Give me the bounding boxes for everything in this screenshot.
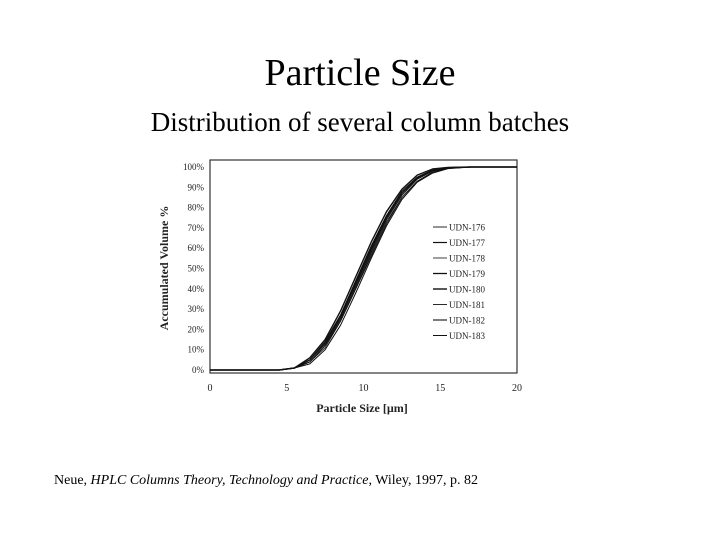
legend-label: UDN-181 — [449, 300, 485, 310]
legend-label: UDN-182 — [449, 316, 485, 326]
legend: UDN-176 UDN-177 UDN-178 UDN-179 UDN-180 UDN-1… — [433, 223, 485, 341]
legend-label: UDN-179 — [449, 269, 485, 279]
citation-author: Neue, — [54, 473, 91, 488]
x-tick-label: 5 — [284, 383, 289, 394]
x-tick-label: 0 — [208, 383, 213, 394]
legend-label: UDN-178 — [449, 254, 485, 264]
y-tick-label: 90% — [188, 182, 205, 192]
y-tick-label: 10% — [188, 345, 205, 355]
y-tick-label: 40% — [188, 284, 205, 294]
y-tick-label: 80% — [188, 203, 205, 213]
x-tick-label: 15 — [435, 383, 445, 394]
x-axis-ticks: 0 5 10 15 20 — [208, 383, 523, 394]
y-tick-label: 100% — [183, 162, 205, 172]
x-tick-label: 20 — [512, 383, 522, 394]
y-tick-label: 70% — [188, 223, 205, 233]
slide-title: Particle Size — [264, 52, 456, 94]
slide-subtitle: Distribution of several column batches — [150, 107, 570, 137]
y-tick-label: 0% — [192, 365, 205, 375]
x-tick-label: 10 — [359, 383, 369, 394]
y-tick-label: 20% — [188, 324, 205, 334]
series-lines — [210, 166, 517, 371]
citation-publisher: , Wiley, 1997, p. 82 — [368, 473, 478, 488]
y-tick-label: 60% — [188, 243, 205, 253]
legend-label: UDN-176 — [449, 223, 485, 233]
y-axis-label: Accumulated Volume % — [157, 206, 171, 331]
legend-label: UDN-177 — [449, 238, 485, 248]
legend-label: UDN-180 — [449, 285, 485, 295]
y-tick-label: 50% — [188, 264, 205, 274]
series-line-udn-183 — [210, 166, 517, 371]
x-axis-label: Particle Size [µm] — [316, 401, 408, 415]
citation-book-title: HPLC Columns Theory, Technology and Prac… — [90, 473, 369, 488]
y-tick-label: 30% — [188, 304, 205, 314]
legend-label: UDN-183 — [449, 331, 485, 341]
citation: Neue, HPLC Columns Theory, Technology an… — [54, 472, 478, 490]
plot-area-frame — [209, 159, 518, 374]
y-axis-ticks: 0% 10% 20% 30% 40% 50% 60% 70% 80% 90% 100% — [183, 162, 205, 375]
